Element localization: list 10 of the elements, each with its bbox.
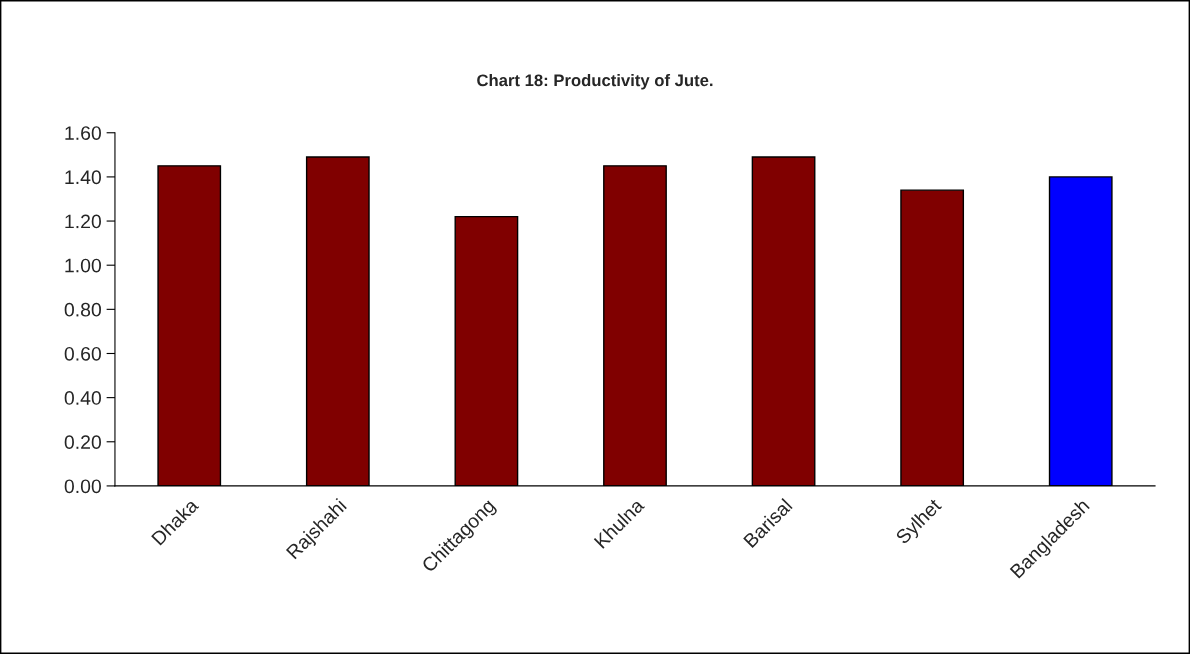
chart-title: Chart 18: Productivity of Jute. bbox=[477, 73, 713, 90]
y-tick-label: 1.40 bbox=[65, 170, 101, 185]
y-tick-label: 1.20 bbox=[65, 214, 101, 229]
y-tick-label: 0.20 bbox=[64, 435, 101, 450]
y-tick-label: 0.60 bbox=[64, 346, 101, 361]
y-tick-label: 1.00 bbox=[65, 258, 101, 273]
y-tick-label: 0.40 bbox=[64, 391, 101, 405]
y-tick-label: 1.60 bbox=[65, 126, 101, 140]
y-tick-label: 0.00 bbox=[64, 479, 101, 494]
y-tick-label: 0.80 bbox=[64, 302, 101, 317]
